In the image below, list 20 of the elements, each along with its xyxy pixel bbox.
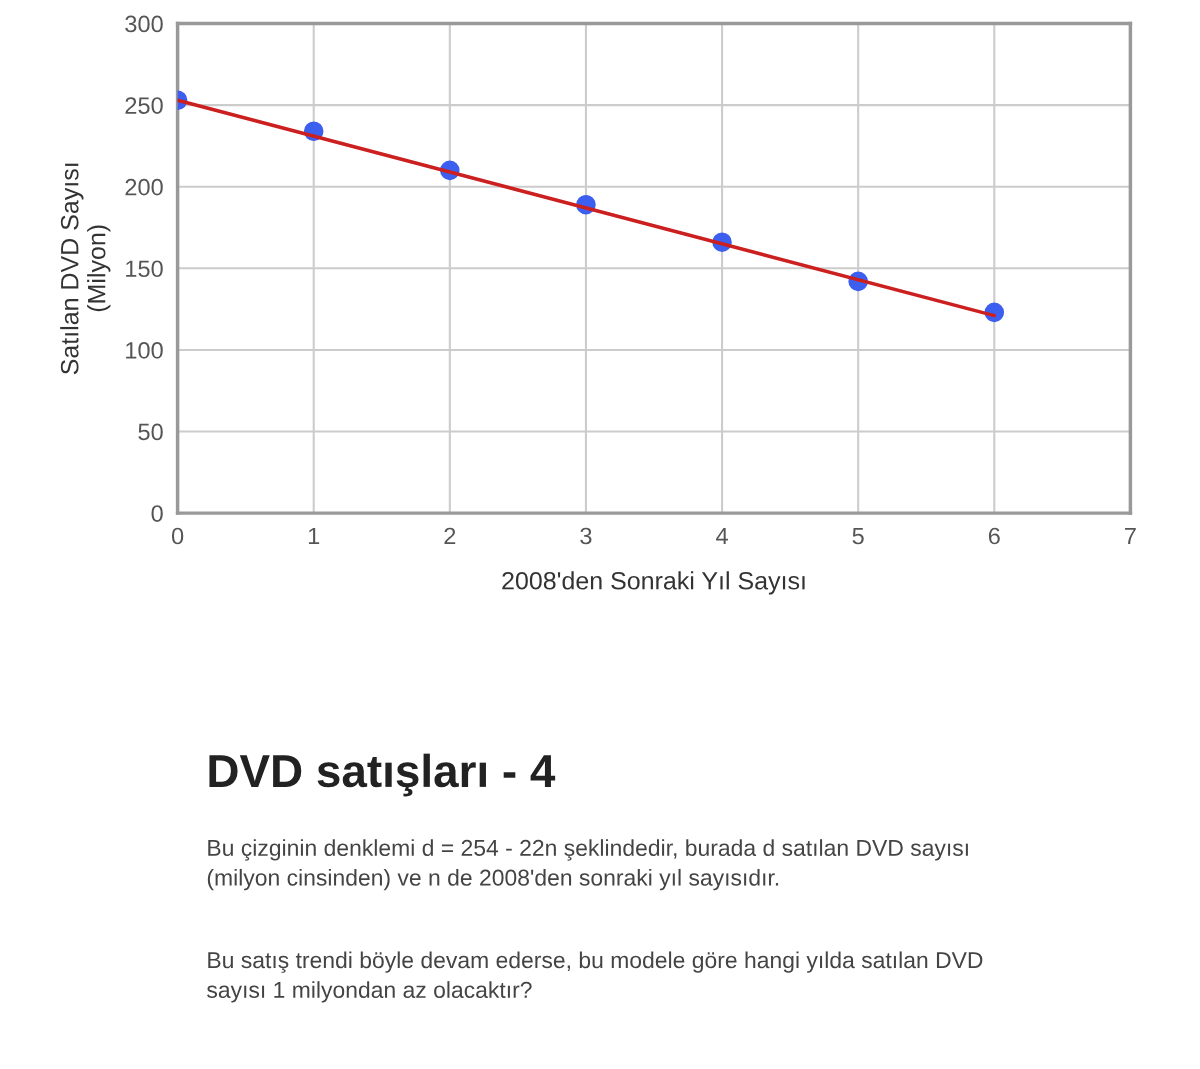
x-tick-label: 2 [444, 527, 456, 545]
y-tick-label: 150 [126, 260, 163, 278]
x-tick-label: 5 [852, 527, 864, 545]
y-tick-label: 250 [125, 97, 163, 114]
y-axis-title: Satılan DVD Sayısı (Milyon) [60, 163, 111, 375]
x-tick-label: 1 [308, 527, 320, 545]
y-tick-label: 100 [126, 341, 163, 359]
text: Bu satış trendi böyle devam ederse, bu modele göre hangi yılda satılan DVD sayısı 1 milyondan az olacaktır? [207, 951, 983, 1003]
x-tick-label: 3 [580, 527, 592, 545]
x-tick-label: 4 [716, 527, 728, 545]
y-tick-label: 200 [125, 178, 163, 196]
y-tick-label: 50 [138, 423, 163, 441]
x-tick-label: 0 [171, 527, 184, 545]
x-axis-title: 2008'den Sonraki Yıl Sayısı [502, 571, 805, 595]
x-tick-label: 7 [1125, 527, 1136, 545]
text: Bu çizginin denklemi d = 254 - 22n şeklindedir, burada d satılan DVD sayısı (milyon cinsinden) ve n de 2008'den sonraki yıl sayısıdır. [207, 839, 968, 891]
y-tick-label: 300 [125, 15, 163, 33]
x-tick-label: 6 [988, 527, 1000, 545]
y-tick-label: 0 [151, 505, 163, 522]
text: DVD satışları - 4 [209, 753, 556, 797]
